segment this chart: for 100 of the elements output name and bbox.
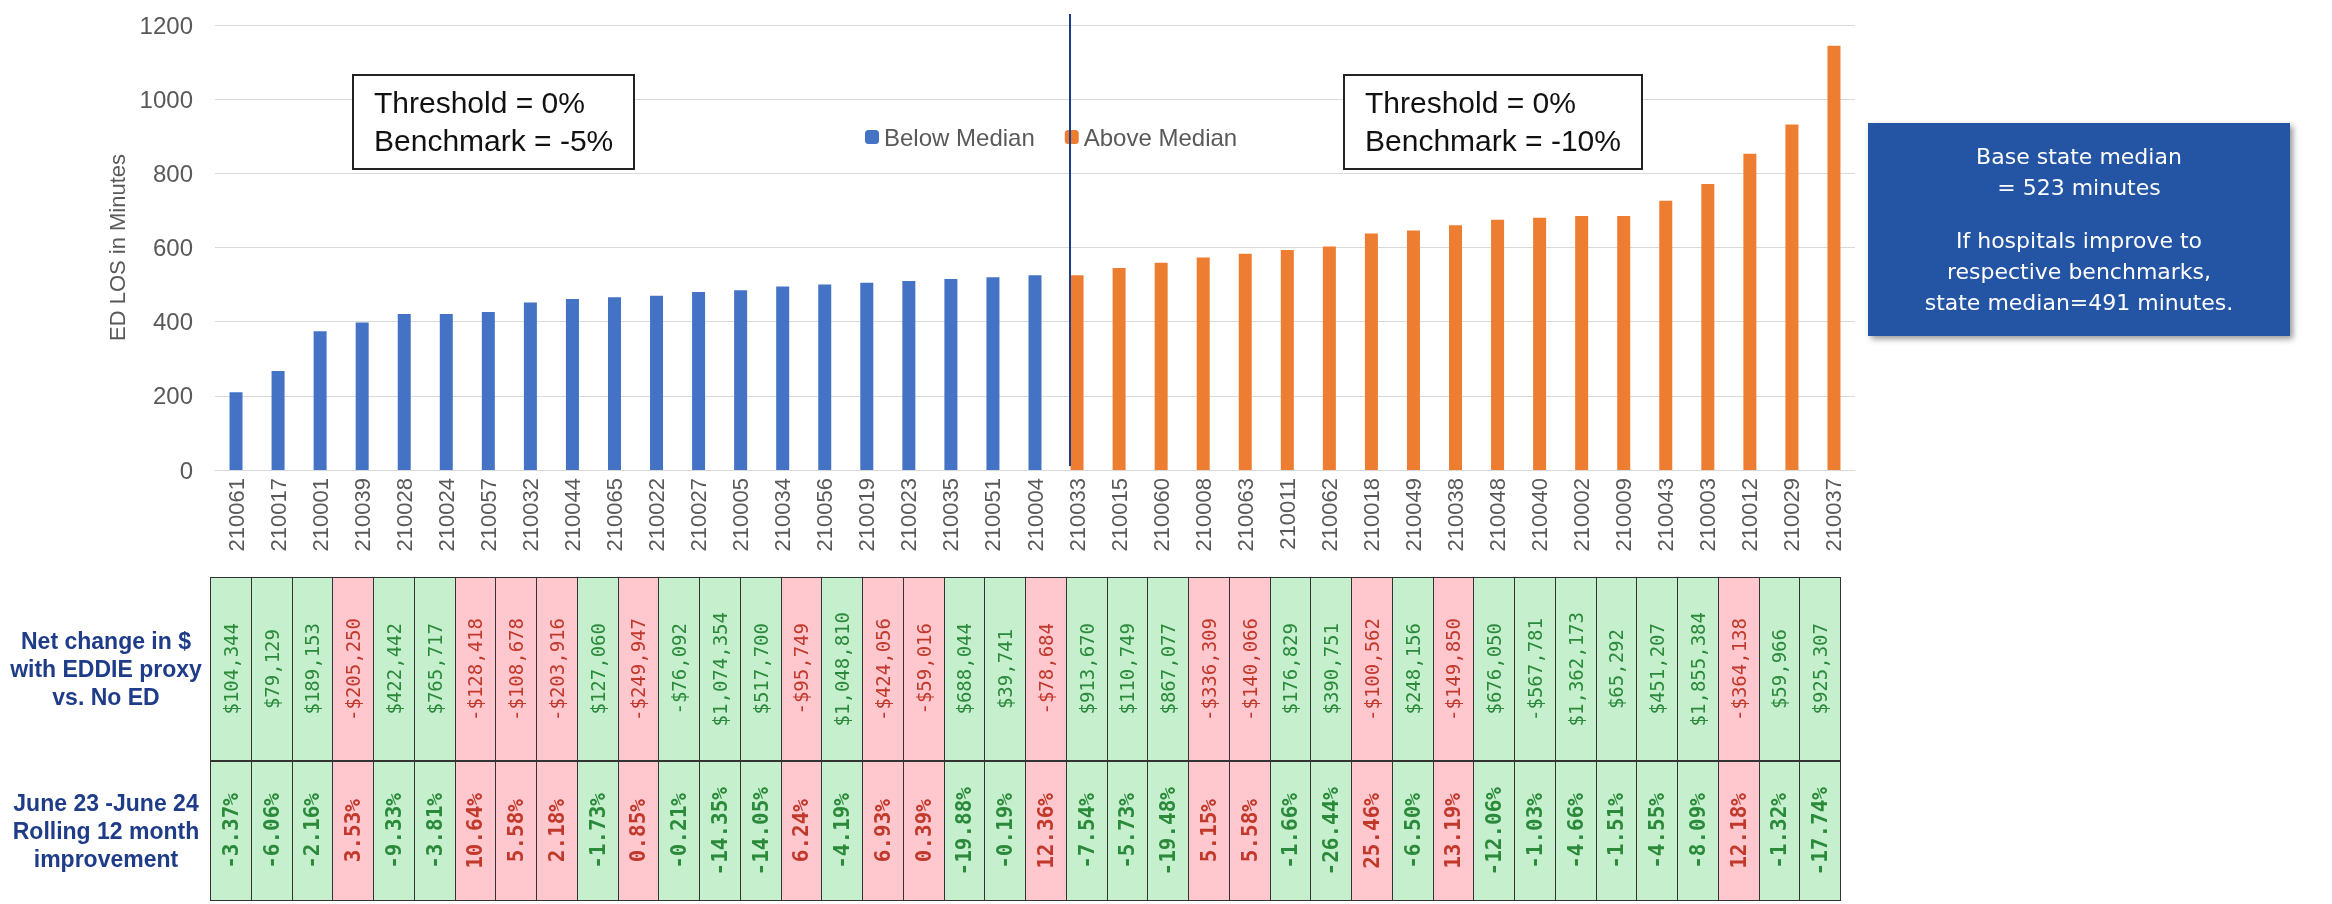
y-tick-label: 200 [152,382,193,410]
x-tick-label: 210002 [1569,478,1595,552]
x-tick-label: 210024 [433,478,459,552]
x-tick-label: 210034 [770,478,796,552]
bar [1364,233,1378,470]
x-tick-label: 210044 [559,478,585,552]
text: 6.93% [870,799,895,863]
text: -4.55% [1645,793,1670,869]
bar [1449,225,1463,470]
bar [986,277,1000,470]
bar [860,282,874,470]
text: $1,048,810 [831,611,854,727]
text: -$78,684 [1034,623,1057,715]
x-tick-label: 210011 [1274,478,1300,550]
text: -6.50% [1400,793,1425,869]
text: -$59,016 [912,623,935,715]
text: $248,156 [1401,623,1424,715]
bar [523,302,537,470]
x-tick-label: 210001 [307,478,333,552]
x-tick-label: 210040 [1527,478,1553,552]
y-tick-label: 0 [179,456,193,484]
text: -3.37% [218,793,243,869]
text: $867,077 [1157,623,1180,715]
text: $189,153 [301,623,324,715]
text: -5.73% [1115,793,1140,869]
text: $925,307 [1809,623,1832,715]
text: -19.48% [1156,786,1181,876]
text: 5.58% [1237,799,1262,863]
x-tick-label: 210009 [1611,478,1637,552]
text: 2.18% [544,799,569,863]
text: $65,292 [1605,628,1628,710]
x-tick-label: 210012 [1737,478,1763,552]
bar [229,392,243,470]
x-tick-label: 210004 [1022,478,1048,552]
bar [565,299,579,470]
bar [902,280,916,470]
x-tick-label: 210065 [601,478,627,552]
text: $104,344 [219,623,242,715]
x-tick-label: 210035 [938,478,964,552]
text: $176,829 [1279,623,1302,715]
y-tick-label: 1000 [139,85,193,113]
text: $1,074,354 [708,611,731,727]
text: $765,717 [423,623,446,715]
text: If hospitals improve to respective benchmarks, state median=491 minutes. [1923,227,2235,317]
bar [1280,250,1294,470]
bar [1322,246,1336,470]
text: $451,207 [1646,623,1669,715]
legend-label: Above Median [1083,123,1238,151]
bar [692,292,706,470]
x-tick-label: 210038 [1443,478,1469,552]
bar [1238,253,1252,470]
text: 12.36% [1033,793,1058,869]
y-tick-label: 400 [152,308,193,336]
x-tick-label: 210043 [1653,478,1679,552]
text: -7.54% [1074,793,1099,869]
bar [1028,275,1042,470]
text: $39,741 [994,628,1017,710]
annotation: Threshold = 0% Benchmark = -5% [352,74,636,170]
x-tick-label: 210051 [980,478,1006,552]
text: -26.44% [1319,786,1344,876]
annotation: Threshold = 0% Benchmark = -10% [1343,74,1643,170]
text: -$567,781 [1523,617,1546,721]
x-tick-label: 210061 [223,478,249,552]
x-tick-label: 210019 [854,478,880,552]
text: -14.05% [748,786,773,876]
text: 5.58% [504,799,529,863]
text: $1,855,384 [1686,611,1709,727]
text: Base state median = 523 minutes [1975,143,2183,202]
x-tick-label: 210049 [1400,478,1426,552]
text: 5.15% [1196,799,1221,863]
bar [1112,267,1126,470]
x-tick-label: 210033 [1064,478,1090,552]
bar [1743,153,1757,470]
text: -$336,309 [1197,617,1220,721]
text: -$76,092 [668,623,691,715]
bar [271,370,285,470]
text: -$149,850 [1442,617,1465,721]
text: -$424,056 [871,617,894,721]
bar [818,284,832,470]
bar [1196,257,1210,470]
bar [313,331,327,470]
x-tick-label: 210063 [1232,478,1258,552]
text: -$108,678 [505,617,528,721]
text: -14.35% [707,786,732,876]
bar [607,297,621,470]
x-tick-label: 210023 [896,478,922,552]
x-tick-label: 210022 [644,478,670,552]
text: $422,442 [382,623,405,715]
text: 12.18% [1726,793,1751,869]
bar [1406,230,1420,470]
text: -1.73% [585,793,610,869]
text: $688,044 [953,623,976,715]
text: $127,060 [586,623,609,715]
x-tick-label: 210005 [728,478,754,552]
text: -4.66% [1563,793,1588,869]
text: -2.16% [300,793,325,869]
x-tick-label: 210062 [1316,478,1342,552]
text: -6.06% [259,793,284,869]
bar [1154,262,1168,470]
x-tick-label: 210060 [1148,478,1174,552]
